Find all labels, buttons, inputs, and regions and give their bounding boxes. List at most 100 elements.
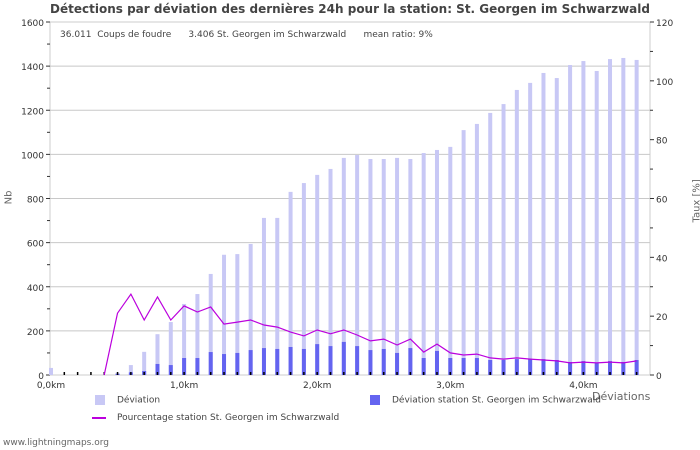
bar-station	[541, 359, 546, 375]
bar-station	[315, 344, 320, 375]
bar-deviation	[182, 303, 187, 375]
bar-deviation	[288, 191, 293, 375]
bar-station	[235, 352, 240, 375]
bar-station	[461, 358, 466, 375]
bar-station	[621, 361, 626, 375]
bar-deviation	[488, 112, 493, 376]
bar-deviation	[195, 294, 200, 375]
bar-deviation	[434, 149, 439, 375]
bar-deviation	[541, 72, 546, 375]
bar-station	[594, 363, 599, 375]
bar-station	[501, 359, 506, 375]
bar-deviation	[341, 157, 346, 375]
y-left-tick: 800	[27, 196, 44, 206]
bar-station	[301, 348, 306, 375]
bar-station	[634, 359, 639, 375]
bar-deviation	[355, 155, 360, 375]
bar-station	[581, 361, 586, 375]
bar-deviation	[301, 183, 306, 375]
bar-deviation	[528, 82, 533, 375]
y-left-tick: 1400	[21, 63, 44, 73]
footer-credit: www.lightningmaps.org	[3, 438, 109, 448]
station-count: 3.406	[188, 30, 215, 40]
bar-deviation	[448, 146, 453, 375]
x-axis-label: Déviations	[592, 390, 651, 403]
percentage-line	[103, 292, 637, 376]
bar-station	[355, 346, 360, 375]
bar-deviation	[142, 351, 147, 375]
bar-deviation	[128, 365, 133, 375]
x-tick: 2,0km	[303, 381, 331, 391]
bar-deviation	[594, 70, 599, 375]
bar-station	[155, 363, 160, 375]
legend-deviation: Déviation	[95, 395, 160, 406]
mean-ratio: mean ratio: 9%	[363, 30, 433, 40]
station-label: St. Georgen im Schwarzwald	[217, 30, 347, 40]
x-tick: 3,0km	[436, 381, 464, 391]
bar-deviation	[248, 243, 253, 375]
bar-deviation	[315, 174, 320, 375]
bar-deviation	[261, 217, 266, 375]
bar-deviation	[49, 367, 53, 375]
bar-station	[474, 358, 479, 375]
y-right-tick: 60	[656, 196, 668, 206]
bar-deviation	[554, 78, 559, 375]
legend-station-deviation: Déviation station St. Georgen im Schwarz…	[370, 395, 601, 406]
bar-station	[554, 359, 559, 375]
bar-deviation	[608, 59, 613, 375]
bar-deviation	[621, 57, 626, 375]
bar-deviation	[168, 322, 173, 375]
bar-station	[275, 348, 280, 375]
y-right-tick: 100	[656, 78, 673, 88]
bar-deviation	[381, 159, 386, 375]
y-right-axis-label: Taux [%]	[691, 179, 700, 223]
y-left-tick: 1600	[21, 19, 44, 29]
strokes-label: Coups de foudre	[97, 30, 172, 40]
bar-station	[222, 354, 227, 375]
legend-swatch-station	[370, 395, 380, 405]
bar-station	[434, 350, 439, 375]
y-right-tick: 40	[656, 254, 668, 264]
legend-percentage: Pourcentage station St. Georgen im Schwa…	[92, 413, 339, 423]
bar-station	[488, 359, 493, 375]
stats-line: 36.011 Coups de foudre 3.406 St. Georgen…	[60, 30, 433, 40]
y-right-tick: 20	[656, 313, 668, 323]
strokes-count: 36.011	[60, 30, 92, 40]
bar-station	[195, 358, 200, 375]
legend-swatch-line	[92, 416, 106, 419]
bar-station	[568, 361, 573, 375]
bar-deviation	[581, 61, 586, 375]
bar-deviation	[155, 334, 160, 375]
chart-title: Détections par déviation des dernières 2…	[50, 2, 650, 16]
bar-station	[341, 341, 346, 375]
bar-station	[168, 365, 173, 375]
y-left-tick: 1200	[21, 107, 44, 117]
x-tick: 0,0km	[37, 381, 65, 391]
bar-deviation	[235, 254, 240, 375]
bar-deviation	[461, 130, 466, 375]
bar-station	[248, 350, 253, 375]
bar-station	[208, 352, 213, 375]
bar-deviation	[421, 153, 426, 375]
bar-deviation	[501, 104, 506, 375]
bar-deviation	[275, 217, 280, 375]
bar-station	[395, 352, 400, 375]
y-left-tick: 400	[27, 284, 44, 294]
x-tick: 1,0km	[170, 381, 198, 391]
x-tick: 4,0km	[569, 381, 597, 391]
bar-deviation	[408, 159, 413, 375]
bar-station	[328, 346, 333, 375]
y-right-tick: 80	[656, 137, 668, 147]
bar-deviation	[368, 159, 373, 375]
y-left-tick: 600	[27, 240, 44, 250]
bar-station	[381, 348, 386, 375]
bar-station	[261, 348, 266, 375]
bar-deviation	[634, 59, 639, 375]
bar-station	[408, 348, 413, 375]
bar-station	[182, 358, 187, 375]
y-left-tick: 1000	[21, 151, 44, 161]
y-right-tick: 0	[656, 372, 662, 382]
y-left-tick: 0	[38, 372, 44, 382]
bar-deviation	[328, 168, 333, 375]
